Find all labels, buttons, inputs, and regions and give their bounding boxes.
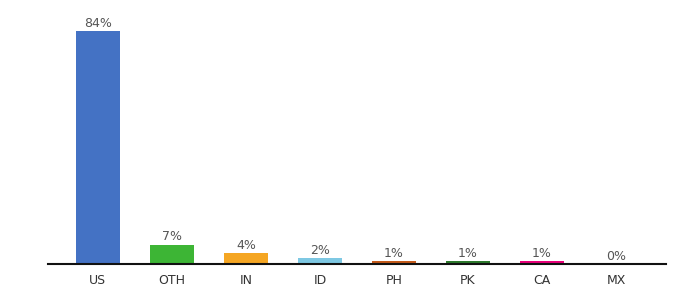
Bar: [372, 261, 416, 264]
Text: 0%: 0%: [606, 250, 626, 262]
Text: 2%: 2%: [310, 244, 330, 257]
Text: 84%: 84%: [84, 17, 112, 30]
Bar: [446, 261, 490, 264]
Bar: [298, 259, 342, 264]
Text: 1%: 1%: [458, 247, 478, 260]
Text: 1%: 1%: [384, 247, 404, 260]
Text: 1%: 1%: [532, 247, 552, 260]
Bar: [75, 31, 120, 264]
Bar: [150, 244, 194, 264]
Bar: [520, 261, 564, 264]
Bar: [224, 253, 268, 264]
Text: 7%: 7%: [162, 230, 182, 243]
Text: 4%: 4%: [236, 238, 256, 251]
